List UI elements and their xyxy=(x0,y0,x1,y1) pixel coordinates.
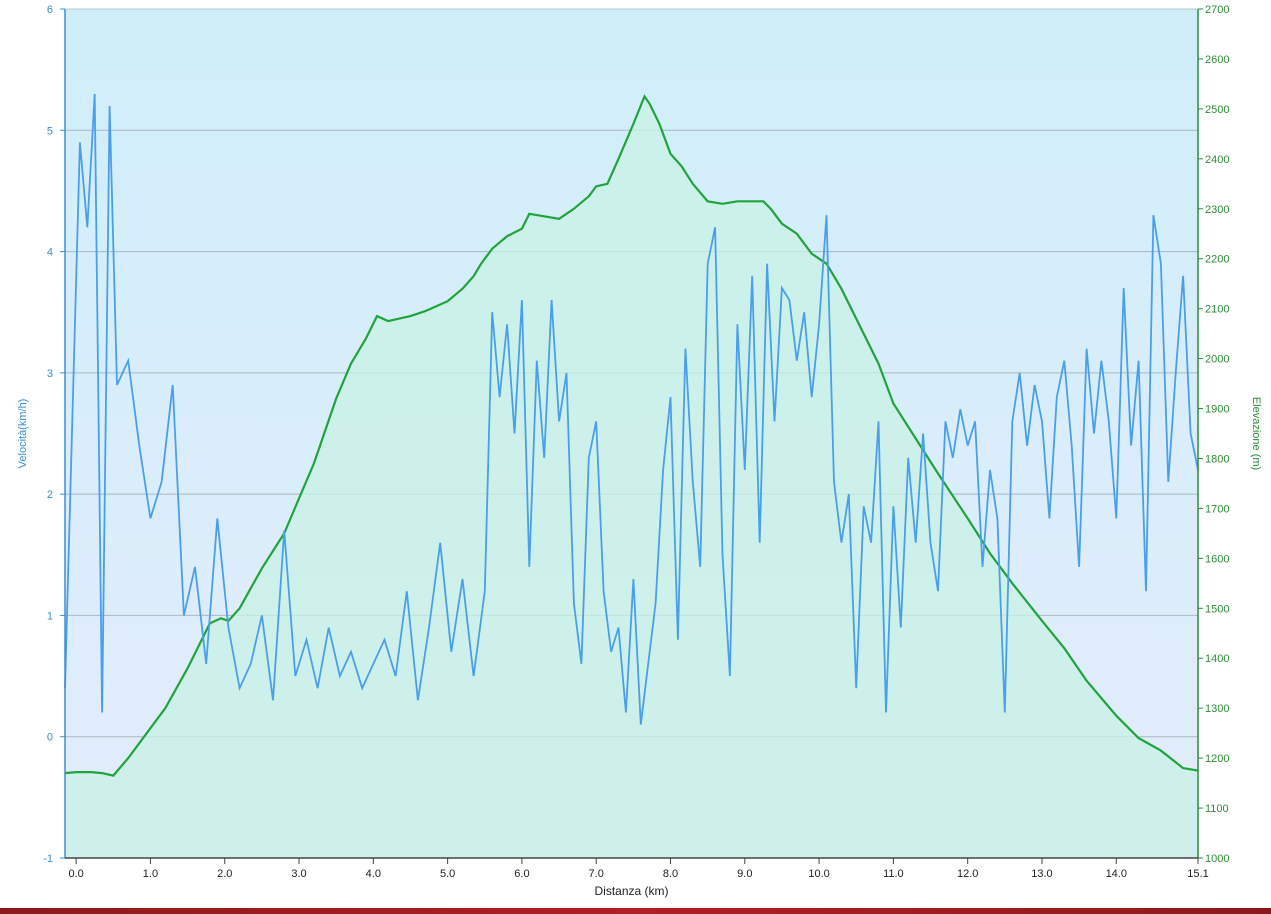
x-tick-label: 11.0 xyxy=(883,868,904,880)
left-y-tick-label: 4 xyxy=(47,247,53,259)
x-tick-label: 0.0 xyxy=(68,868,83,880)
right-y-tick-label: 1500 xyxy=(1205,603,1229,615)
left-y-tick-label: 5 xyxy=(47,125,53,137)
right-y-axis-label: Elevazione (m) xyxy=(1250,397,1262,470)
x-tick-label: 12.0 xyxy=(957,868,978,880)
right-y-tick-label: 2700 xyxy=(1205,4,1229,16)
elevation-area xyxy=(65,96,1198,858)
x-tick-label: 2.0 xyxy=(217,868,232,880)
left-y-axis-label: Velocità(km/h) xyxy=(17,399,29,469)
speed-series-line xyxy=(64,93,1199,725)
right-y-tick-label: 2300 xyxy=(1205,204,1229,216)
x-tick-label: 9.0 xyxy=(737,868,752,880)
x-tick-label: 4.0 xyxy=(366,868,381,880)
left-y-tick-label: 3 xyxy=(47,368,53,380)
right-y-tick-label: 1700 xyxy=(1205,503,1229,515)
right-y-tick-label: 2200 xyxy=(1205,254,1229,266)
x-tick-label: 14.0 xyxy=(1106,868,1127,880)
right-y-tick-label: 1200 xyxy=(1205,753,1229,765)
left-y-tick-label: 6 xyxy=(47,4,53,16)
x-tick-label: 7.0 xyxy=(589,868,604,880)
right-y-tick-label: 2000 xyxy=(1205,354,1229,366)
left-y-tick-label: 2 xyxy=(47,489,53,501)
right-y-tick-label: 1800 xyxy=(1205,453,1229,465)
right-y-tick-label: 1000 xyxy=(1205,853,1229,865)
right-y-tick-label: 2600 xyxy=(1205,54,1229,66)
right-y-tick-label: 1100 xyxy=(1205,803,1229,815)
elevation-series-line xyxy=(64,94,1199,777)
left-y-tick-label: -1 xyxy=(43,853,53,865)
x-tick-label: 8.0 xyxy=(663,868,678,880)
x-tick-label: 6.0 xyxy=(514,868,529,880)
right-y-tick-label: 2100 xyxy=(1205,304,1229,316)
axes xyxy=(60,8,1203,864)
x-tick-label: 1.0 xyxy=(143,868,158,880)
right-y-tick-label: 1300 xyxy=(1205,703,1229,715)
left-y-tick-label: 0 xyxy=(47,732,53,744)
left-y-tick-label: 1 xyxy=(47,610,53,622)
x-tick-label: 10.0 xyxy=(808,868,829,880)
window-bottom-border xyxy=(0,908,1271,914)
right-y-tick-label: 1400 xyxy=(1205,653,1229,665)
x-tick-label: 13.0 xyxy=(1031,868,1052,880)
x-tick-label: 3.0 xyxy=(291,868,306,880)
x-axis-label: Distanza (km) xyxy=(594,884,668,898)
right-y-tick-label: 2400 xyxy=(1205,154,1229,166)
right-y-tick-label: 2500 xyxy=(1205,104,1229,116)
right-y-tick-label: 1600 xyxy=(1205,553,1229,565)
x-tick-label: 15.1 xyxy=(1187,868,1208,880)
tick-labels: -1 0 1 2 3 4 5 6 1000 1100 1200 1300 1400 1500 1600 170… xyxy=(43,4,1229,880)
right-y-tick-label: 1900 xyxy=(1205,404,1229,416)
x-tick-label: 5.0 xyxy=(440,868,455,880)
